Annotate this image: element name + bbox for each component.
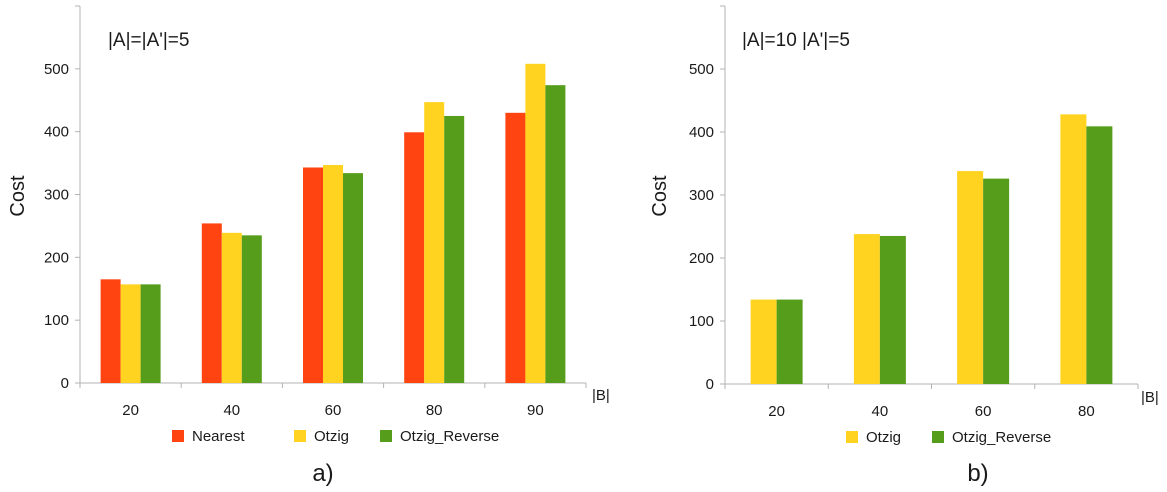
legend-swatch bbox=[172, 430, 184, 442]
legend-entry: Otzig_Reverse bbox=[400, 428, 499, 445]
y-axis-label: Cost bbox=[649, 175, 671, 217]
bar bbox=[776, 299, 803, 384]
legend-swatch bbox=[846, 431, 858, 443]
bar bbox=[424, 102, 445, 383]
x-tick-label: 80 bbox=[1078, 403, 1095, 420]
legend-swatch bbox=[932, 431, 944, 443]
bar bbox=[525, 63, 546, 383]
legend-entry: Otzig_Reverse bbox=[952, 429, 1051, 446]
y-tick-label: 300 bbox=[44, 187, 69, 204]
chart-annotation: |A|=|A'|=5 bbox=[108, 30, 189, 51]
bar bbox=[444, 115, 465, 383]
y-axis-label: Cost bbox=[7, 175, 29, 217]
bar bbox=[343, 173, 363, 383]
chart-annotation: |A|=10 |A'|=5 bbox=[742, 30, 850, 51]
x-axis-label: |B| bbox=[592, 387, 610, 404]
bar bbox=[750, 299, 777, 384]
bar bbox=[100, 279, 121, 383]
chart-caption: a) bbox=[312, 460, 333, 487]
x-tick-label: 40 bbox=[872, 403, 889, 420]
legend-swatch bbox=[294, 430, 306, 442]
bar bbox=[983, 178, 1010, 384]
bar bbox=[853, 234, 880, 384]
x-tick-label: 20 bbox=[122, 402, 139, 419]
bar bbox=[1060, 114, 1087, 385]
bar bbox=[241, 235, 262, 383]
y-tick-label: 100 bbox=[44, 312, 69, 329]
x-tick-label: 20 bbox=[768, 403, 785, 420]
x-tick-label: 60 bbox=[975, 403, 992, 420]
chart-a: 0 100 200 300 400 500 20 40 60 80 90 |A|=|A'|=5 Cost… bbox=[7, 5, 610, 487]
bar bbox=[545, 85, 566, 384]
chart-caption: b) bbox=[967, 460, 988, 487]
y-tick-label: 100 bbox=[689, 313, 714, 330]
x-tick-label: 80 bbox=[426, 402, 443, 419]
bar bbox=[1086, 126, 1113, 384]
x-tick-label: 90 bbox=[527, 402, 544, 419]
y-tick-label: 400 bbox=[44, 124, 69, 141]
y-tick-label: 500 bbox=[44, 61, 69, 78]
y-tick-label: 200 bbox=[44, 249, 69, 266]
bar bbox=[323, 164, 343, 383]
bar bbox=[404, 132, 425, 383]
legend-swatch bbox=[380, 430, 392, 442]
y-tick-label: 400 bbox=[689, 124, 714, 141]
y-tick-label: 200 bbox=[689, 250, 714, 267]
bar bbox=[221, 232, 242, 383]
x-axis-label: |B| bbox=[1141, 389, 1159, 406]
bar bbox=[303, 167, 323, 383]
bar bbox=[140, 284, 161, 383]
legend-entry: Otzig bbox=[866, 429, 901, 446]
bar bbox=[201, 223, 222, 383]
y-tick-label: 0 bbox=[706, 376, 714, 393]
y-tick-label: 0 bbox=[61, 375, 69, 392]
bar bbox=[957, 171, 984, 384]
bar bbox=[120, 284, 141, 383]
x-tick-label: 60 bbox=[325, 402, 342, 419]
legend-entry: Otzig bbox=[314, 428, 349, 445]
x-tick-label: 40 bbox=[223, 402, 240, 419]
legend-entry: Nearest bbox=[192, 428, 245, 445]
chart-b: 0 100 200 300 400 500 20 40 60 80 |A|=10 |A'|=5 Cos… bbox=[649, 5, 1159, 487]
bar bbox=[505, 112, 526, 384]
y-tick-label: 500 bbox=[689, 61, 714, 78]
y-tick-label: 300 bbox=[689, 187, 714, 204]
bar bbox=[879, 235, 906, 384]
